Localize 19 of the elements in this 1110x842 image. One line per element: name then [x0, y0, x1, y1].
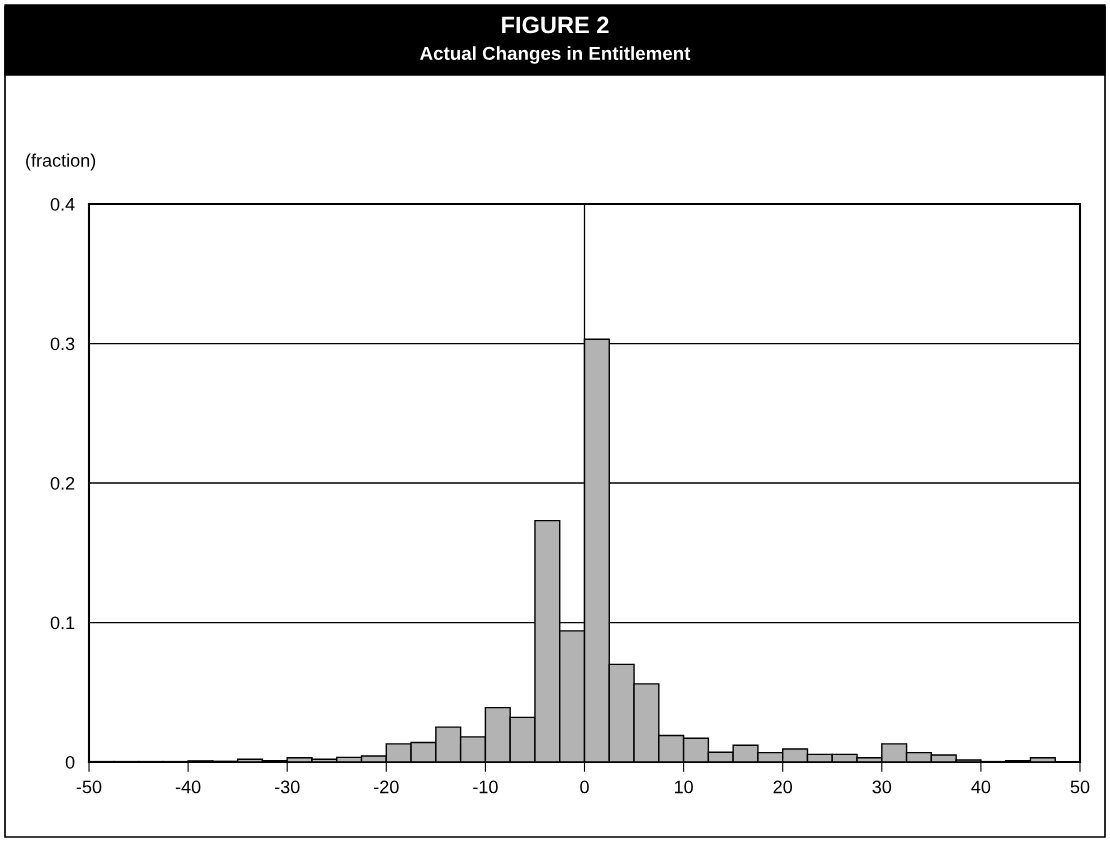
y-tick-label: 0.1 [50, 616, 75, 630]
y-tick-label: 0.4 [50, 197, 75, 211]
chart-title: FIGURE 2 [502, 16, 609, 34]
y-tick-label: 0 [65, 755, 75, 769]
x-tick-label: -10 [473, 780, 498, 794]
x-tick-label: -30 [274, 780, 300, 794]
x-tick-label: -50 [76, 780, 102, 794]
x-tick-label: 20 [773, 780, 793, 794]
x-tick-label: 40 [971, 780, 991, 794]
x-tick-label: 30 [872, 780, 892, 794]
x-tick-label: 0 [580, 780, 589, 794]
y-tick-label: 0.2 [50, 476, 75, 490]
x-tick-label: -40 [175, 780, 201, 794]
y-axis-title: (fraction) [26, 153, 96, 171]
x-tick-label: -20 [374, 780, 399, 794]
y-tick-label: 0.3 [50, 337, 75, 351]
x-tick-label: 10 [674, 780, 693, 794]
x-tick-label: 50 [1070, 780, 1090, 794]
chart-subtitle: Actual Changes in Entitlement [420, 46, 691, 64]
